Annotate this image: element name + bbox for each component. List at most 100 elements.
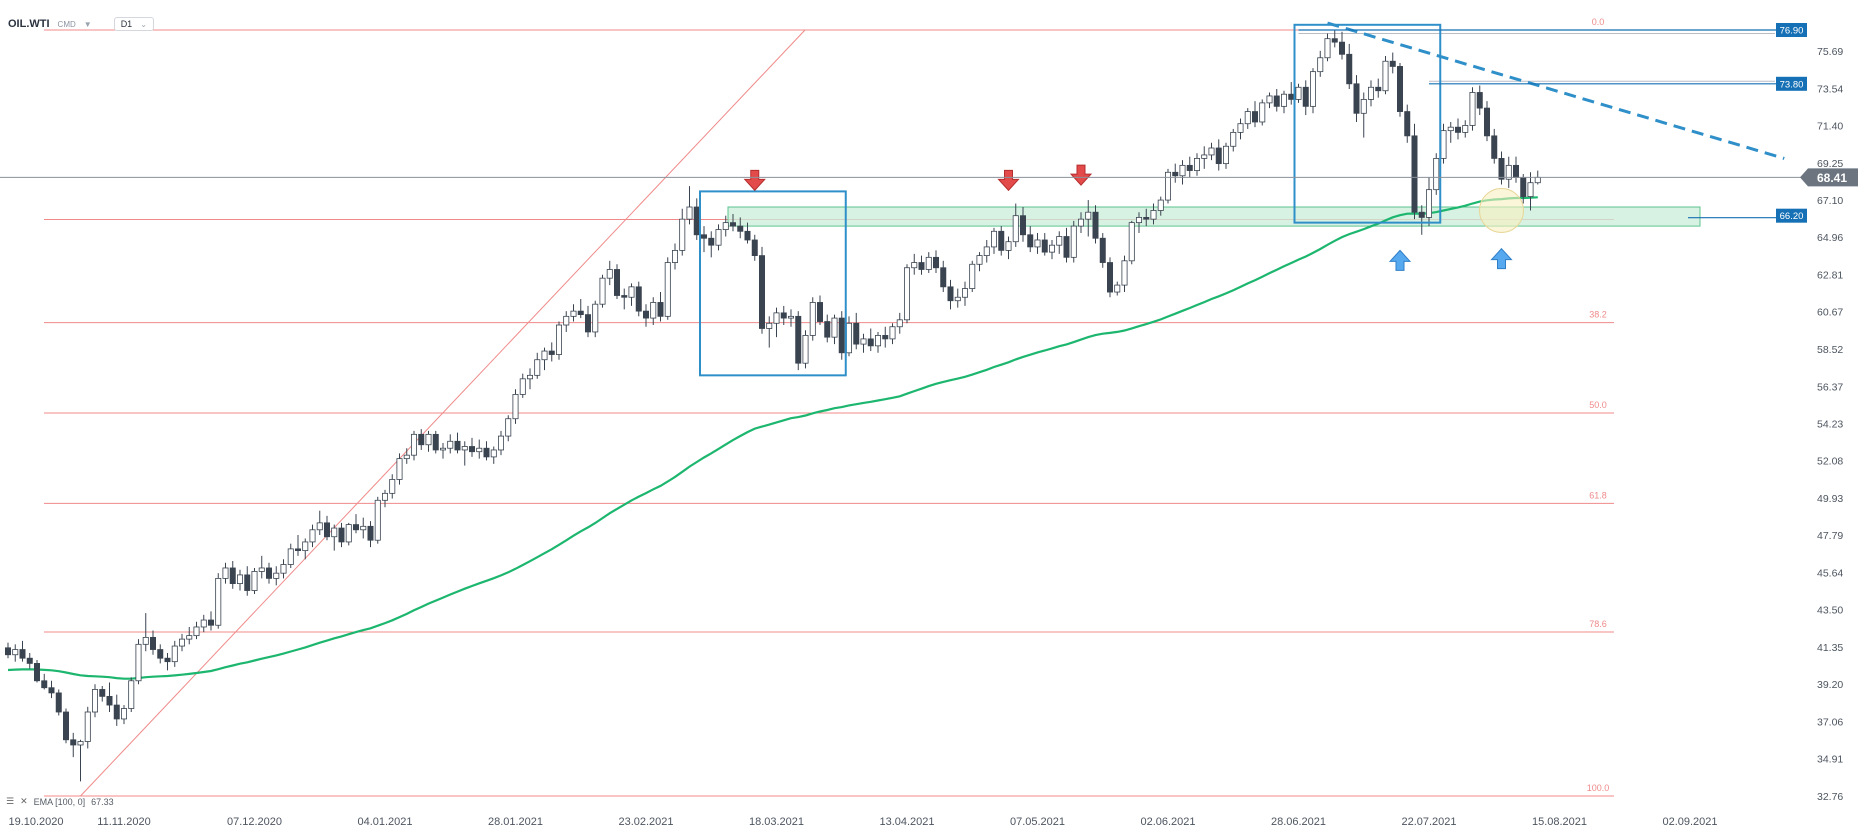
candle [875, 331, 882, 353]
candle-body [338, 527, 345, 543]
candle [527, 368, 534, 390]
candle [686, 186, 693, 225]
candle [41, 673, 48, 690]
candle [737, 217, 744, 239]
candle [323, 515, 330, 541]
candle-body [92, 689, 99, 713]
candle [171, 640, 178, 667]
candle [1056, 231, 1063, 254]
candle [1049, 239, 1056, 260]
candle [302, 538, 309, 560]
candle [389, 474, 396, 499]
candle-body [360, 525, 367, 531]
symbol-label[interactable]: OIL.WTI [8, 18, 50, 30]
candle-body [12, 649, 19, 656]
candle-body [664, 262, 671, 317]
candle-body [1346, 53, 1353, 85]
legend-close-icon[interactable]: ✕ [20, 796, 28, 806]
candle-body [193, 626, 200, 637]
candle-body [831, 317, 838, 338]
candle-body [1375, 86, 1382, 92]
candle [294, 534, 301, 556]
market-dropdown-icon[interactable]: ▼ [83, 19, 92, 29]
candle-body [983, 246, 990, 257]
candle-body [316, 522, 323, 531]
candle-body [447, 440, 454, 449]
candle [309, 524, 316, 548]
candle-body [701, 234, 708, 239]
candle [824, 314, 831, 343]
candle-body [904, 267, 911, 321]
candle-body [759, 255, 766, 329]
y-tick-label: 45.64 [1817, 567, 1843, 579]
candle-body [396, 458, 403, 480]
candle-body [1360, 99, 1367, 114]
candle [1397, 62, 1404, 117]
candle-body [439, 447, 446, 451]
candle-body [106, 695, 113, 706]
candle-body [1121, 260, 1128, 286]
candle-body [1339, 41, 1346, 55]
candle-body [1150, 210, 1157, 220]
candle-body [1389, 60, 1396, 67]
y-tick-label: 73.54 [1817, 83, 1843, 95]
candle-body [1447, 126, 1454, 132]
y-tick-label: 41.35 [1817, 642, 1843, 654]
candle-body [490, 449, 497, 458]
candle-body [302, 541, 309, 552]
candle [1520, 174, 1527, 204]
candle [802, 330, 809, 369]
candle-body [780, 312, 787, 319]
candle [519, 373, 526, 398]
candle-body [258, 567, 265, 572]
candle [1143, 208, 1150, 227]
candle-body [1223, 145, 1230, 165]
candle [55, 689, 62, 716]
price-tag: 66.20 [1776, 208, 1807, 223]
candle [1165, 168, 1172, 204]
candle [331, 524, 338, 551]
down-arrow-icon [1069, 164, 1093, 186]
candle [425, 430, 432, 452]
candle [809, 297, 816, 341]
candle [730, 213, 737, 232]
candle [570, 304, 577, 322]
x-tick-label: 04.01.2021 [357, 816, 412, 828]
timeframe-select[interactable]: D1 ⌄ [113, 17, 154, 31]
candle [149, 630, 156, 655]
candle-body [744, 230, 751, 241]
candle [1027, 226, 1034, 253]
candle-body [715, 229, 722, 246]
down-arrow-icon [997, 169, 1020, 192]
candle-body [925, 256, 932, 270]
candle-body [896, 319, 903, 328]
candle [1339, 31, 1346, 60]
x-tick-label: 11.11.2020 [97, 816, 150, 828]
candle-body [1259, 102, 1266, 123]
candle-body [867, 338, 874, 347]
candle [701, 226, 708, 253]
candle-body [128, 680, 135, 709]
candle [1433, 153, 1440, 195]
candle [708, 231, 715, 258]
candle [1324, 33, 1331, 62]
legend-settings-icon[interactable]: ☰ [6, 796, 15, 806]
candle [860, 333, 867, 353]
candle [1208, 142, 1215, 161]
candle-body [817, 302, 824, 322]
candle-body [497, 435, 504, 451]
candle-body [1085, 211, 1092, 220]
candle-body [686, 206, 693, 220]
candle [106, 682, 113, 713]
candle-body [1049, 244, 1056, 253]
candle-body [1034, 239, 1041, 248]
candle-body [947, 286, 954, 302]
candle [244, 566, 251, 596]
candle-body [77, 741, 84, 746]
candle-body [1317, 57, 1324, 73]
candle [1389, 52, 1396, 74]
candle [918, 255, 925, 275]
candle-body [650, 302, 657, 319]
